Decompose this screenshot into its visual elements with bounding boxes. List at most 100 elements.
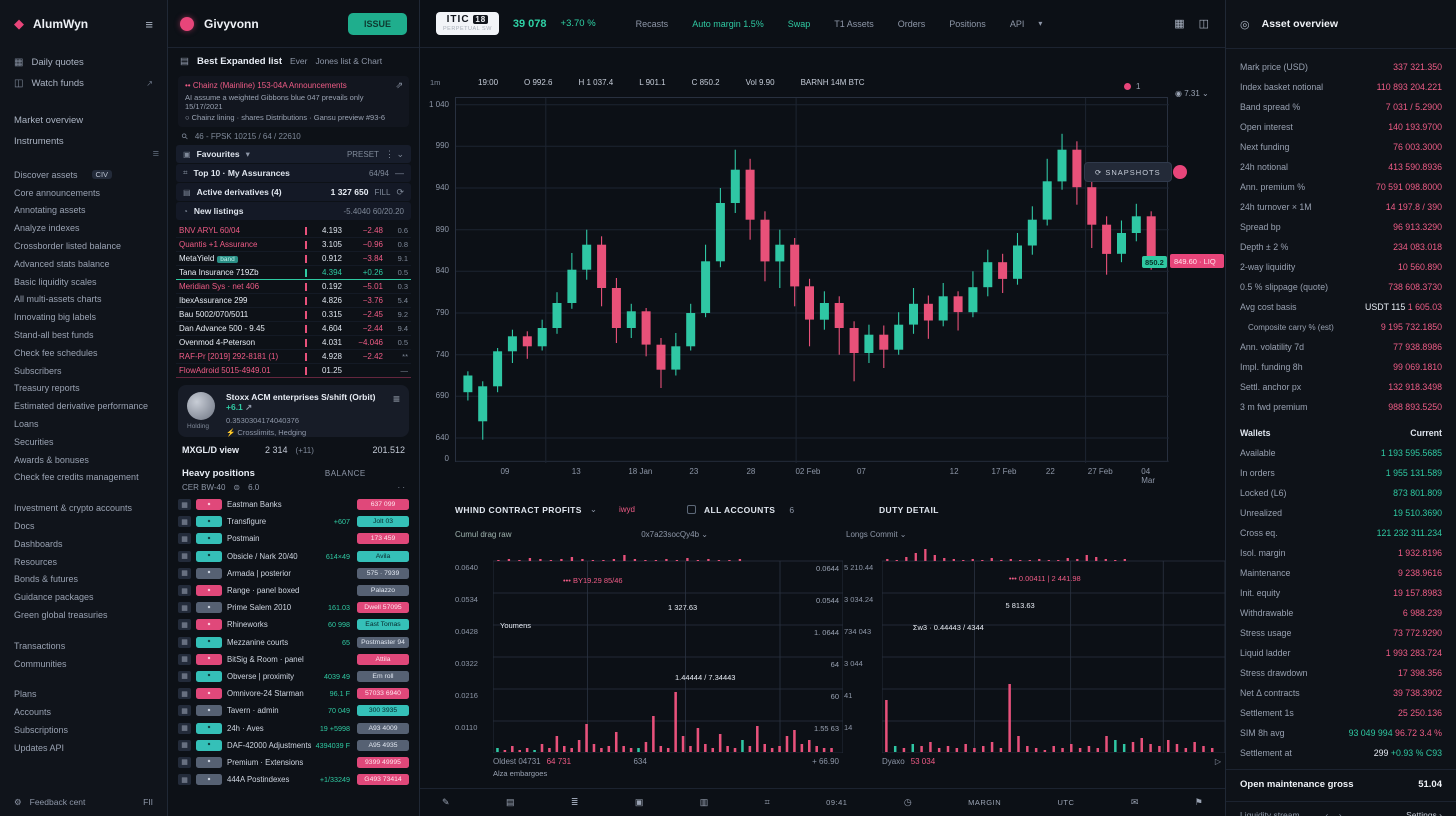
watchlist-group-row[interactable]: ▣ Favourites ▾ PRESET ⋮ ⌄ — [176, 145, 411, 163]
quote-row[interactable]: Dan Advance 500 - 9.45 4.604 −2.44 9.4 — [176, 322, 411, 336]
position-row[interactable]: ▦ ⬩ Tavern · admin 70 049 300 3935 — [168, 702, 419, 719]
position-row[interactable]: ▦ ⬩ 444A Postindexes +1/33249 G493 73414 — [168, 771, 419, 788]
sidebar-item-subscriptions[interactable]: Subscriptions — [14, 725, 69, 735]
header-nav-t1-assets[interactable]: T1 Assets — [834, 18, 874, 29]
sidebar-item-resources[interactable]: Resources — [14, 556, 58, 567]
position-row[interactable]: ▦ ⬩ Transfigure +607 Jolt 03 — [168, 513, 419, 530]
positions-balance-label[interactable]: BALANCE — [324, 469, 366, 478]
sidebar-quick-item[interactable]: ▦ Daily quotes — [0, 52, 167, 73]
quote-row[interactable]: FlowAdroid 5015-4949.01 01.25 — — [176, 364, 411, 378]
group-action-icon[interactable]: — — [395, 168, 404, 178]
section-caret-icon[interactable]: ⌄ — [589, 504, 597, 514]
header-nav-api[interactable]: API — [1009, 18, 1025, 29]
quote-row[interactable]: IbexAssurance 299 4.826 −3.76 5.4 — [176, 294, 411, 308]
pager-arrows[interactable]: ‹ › — [1325, 809, 1346, 816]
sidebar-item-bonds-futures[interactable]: Bonds & futures — [14, 574, 79, 585]
watchlist-group-row[interactable]: ⌗ Top 10 · My Assurances 64/94 — — [176, 164, 411, 182]
mini-left-address[interactable]: 0x7a23socQy4b ⌄ — [641, 530, 708, 539]
sidebar-quick-item[interactable]: ◫ Watch funds ↗ — [0, 73, 167, 94]
position-row[interactable]: ▦ ⬩ Armada | posterior 575 · 7939 — [168, 565, 419, 582]
summary-row[interactable]: MXGL/D view 2 314 (+11) 201.512 — [168, 437, 419, 459]
quote-row[interactable]: BNV ARYL 60/04 4.193 −2.48 0.6 — [176, 224, 411, 238]
sidebar-item-dashboards[interactable]: Dashboards — [14, 538, 63, 549]
mini-right-title[interactable]: Longs Commit ⌄ — [846, 530, 907, 539]
sidebar-item-investment-crypto-accounts[interactable]: Investment & crypto accounts — [14, 503, 133, 514]
tab-jones-chart[interactable]: Jones list & Chart — [315, 56, 383, 66]
quote-row[interactable]: MetaYield band 0.912 −3.84 9.1 — [176, 252, 411, 266]
contracts-section-title[interactable]: WHIND CONTRACT PROFITS — [455, 504, 582, 515]
position-row[interactable]: ▦ ⬩ DAF-42000 Adjustments 4394039 F A95 4935 — [168, 737, 419, 754]
sidebar-item-all-multi-assets-charts[interactable]: All multi-assets charts — [14, 294, 102, 305]
position-row[interactable]: ▦ ⬩ BitSig & Room · panel Attila — [168, 651, 419, 668]
sidebar-item-plans[interactable]: Plans — [14, 689, 37, 700]
issue-button[interactable]: ISSUE — [347, 12, 407, 35]
watchlist-group-row[interactable]: ◔ New listings -5.4040 60/20.20 — [176, 202, 411, 220]
sidebar-footer[interactable]: ⚙ Feedback cent FII — [0, 788, 167, 816]
coin-menu-icon[interactable]: ≡ — [392, 392, 400, 406]
search-bar[interactable]: ⚲ 46 - FPSK 10215 / 64 / 22610 — [168, 129, 419, 144]
quote-row[interactable]: Meridian Sys · net 406 0.192 −5.01 0.3 — [176, 280, 411, 294]
clock-icon[interactable]: ◷ — [903, 797, 912, 807]
duty-detail-title[interactable]: DUTY DETAIL — [879, 504, 939, 515]
sidebar-item-crossborder-listed-balance[interactable]: Crossborder listed balance — [14, 241, 122, 252]
sidebar-item-green-global-treasuries[interactable]: Green global treasuries — [14, 610, 108, 621]
sidebar-item-loans[interactable]: Loans — [14, 419, 39, 430]
quote-row[interactable]: RAF-Pr [2019] 292-8181 (1) 4.928 −2.42 ** — [176, 350, 411, 364]
coin-card[interactable]: Holding Stoxx ACM enterprises S/shift (O… — [178, 385, 409, 437]
hamburger-menu-icon[interactable]: ≡ — [145, 16, 153, 32]
group-action-icon[interactable]: ⋮ ⌄ — [384, 148, 404, 159]
mini-right-footer-right[interactable]: ▷ — [1214, 757, 1221, 766]
tab-ever[interactable]: Ever — [289, 56, 308, 66]
sidebar-top-item[interactable]: Market overview — [0, 110, 167, 131]
position-row[interactable]: ▦ ⬩ Rhineworks 60 998 East Tomas — [168, 616, 419, 633]
sidebar-item-advanced-stats-balance[interactable]: Advanced stats balance — [14, 258, 110, 269]
settings-link[interactable]: Settings › — [1406, 809, 1442, 816]
header-caret-icon[interactable]: ▾ — [1038, 19, 1043, 28]
layers-icon[interactable]: ▤ — [505, 797, 515, 807]
position-row[interactable]: ▦ ⬩ Eastman Banks 637 099 — [168, 496, 419, 513]
mini-panel-left[interactable]: Cumul drag raw 0x7a23socQy4b ⌄ 0.0640 0.0… — [455, 530, 843, 784]
quote-row[interactable]: Bau 5002/070/5011 0.315 −2.45 9.2 — [176, 308, 411, 322]
position-row[interactable]: ▦ ⬩ Obsicle / Nark 20/40 614×49 Avila — [168, 548, 419, 565]
sidebar-collapse-icon[interactable]: ≡ — [152, 148, 159, 160]
header-nav-orders[interactable]: Orders — [897, 18, 926, 29]
sidebar-item-discover-assets[interactable]: Discover assets CIV — [0, 166, 167, 184]
list-icon[interactable]: ≣ — [570, 797, 579, 807]
snapshots-button[interactable]: ⟳ SNAPSHOTS — [1084, 162, 1172, 182]
candlestick-chart[interactable] — [455, 97, 1169, 463]
sidebar-item-transactions[interactable]: Transactions — [14, 640, 66, 651]
alert-indicator[interactable]: 1 — [1124, 82, 1140, 91]
sidebar-item-guidance-packages[interactable]: Guidance packages — [14, 592, 94, 603]
position-row[interactable]: ▦ ⬩ Range · panel boxed Palazzo — [168, 582, 419, 599]
sidebar-item-awards-bonuses[interactable]: Awards & bonuses — [14, 454, 89, 465]
sidebar-item-docs[interactable]: Docs — [14, 521, 35, 532]
header-nav-positions[interactable]: Positions — [949, 18, 986, 29]
open-external-icon[interactable]: ⇗ — [395, 80, 403, 90]
sidebar-item-innovating-big-labels[interactable]: Innovating big labels — [14, 312, 97, 323]
news-card[interactable]: •• Chainz (Mainline) 153-04A Announcemen… — [178, 76, 409, 127]
columns-icon[interactable]: ▥ — [699, 797, 709, 807]
position-row[interactable]: ▦ ⬩ Prime Salem 2010 161.03 Dwell 57095 — [168, 599, 419, 616]
sidebar-item-analyze-indexes[interactable]: Analyze indexes — [14, 223, 80, 234]
position-row[interactable]: ▦ ⬩ Premium · Extensions 9399 49995 — [168, 754, 419, 771]
group-caret-icon[interactable]: ▾ — [245, 148, 250, 159]
watchlist-group-row[interactable]: ▤ Active derivatives (4) 1 327 650 FILL ⟳ — [176, 183, 411, 201]
positions-filter[interactable]: CER BW-40 ⊜ 6.0 · · — [168, 481, 419, 496]
quote-row[interactable]: Tana Insurance 719Zb 4.394 +0.26 0.5 — [176, 266, 411, 280]
sidebar-item-accounts[interactable]: Accounts — [14, 707, 52, 718]
position-row[interactable]: ▦ ⬩ Obverse | proximity 4039 49 Em roll — [168, 668, 419, 685]
mini-panel-right[interactable]: Longs Commit ⌄ 5 210.44 3 034.24 734 043 3 … — [844, 530, 1225, 784]
position-row[interactable]: ▦ ⬩ Omnivore-24 Starman 96.1 F 57033 6940 — [168, 685, 419, 702]
watchers-indicator[interactable]: ◉ 7.31 ⌄ — [1175, 89, 1209, 98]
sidebar-item-check-fee-schedules[interactable]: Check fee schedules — [14, 347, 98, 358]
header-nav-auto-margin-1-5-[interactable]: Auto margin 1.5% — [692, 18, 764, 29]
sidebar-item-basic-liquidity-scales[interactable]: Basic liquidity scales — [14, 276, 97, 287]
mail-icon[interactable]: ✉ — [1130, 797, 1139, 807]
group-action-icon[interactable]: ⟳ — [396, 186, 404, 197]
record-dot-icon[interactable] — [1173, 165, 1187, 179]
sidebar-item-check-fee-credits-management[interactable]: Check fee credits management — [14, 472, 139, 483]
position-row[interactable]: ▦ ⬩ Mezzanine courts 65 Postmaster 94 — [168, 634, 419, 651]
sidebar-item-core-announcements[interactable]: Core announcements — [14, 187, 101, 198]
flag-icon[interactable]: ⚑ — [1194, 797, 1203, 807]
filter-more-icon[interactable]: · · — [397, 483, 405, 492]
